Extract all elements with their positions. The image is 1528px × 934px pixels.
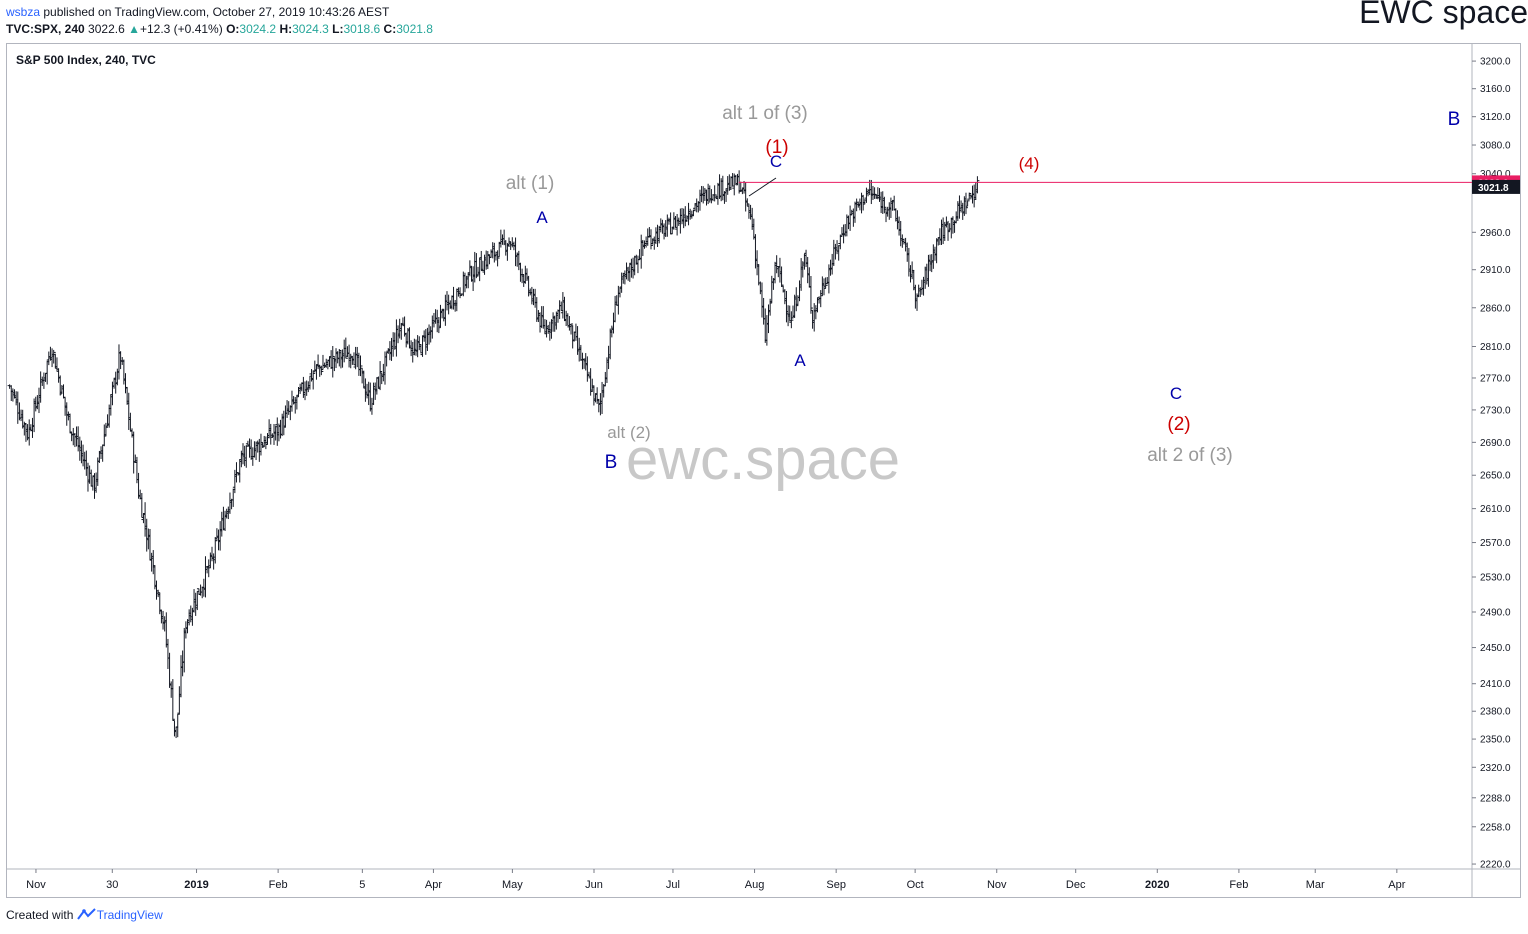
y-tick-label: 2730.0 xyxy=(1480,405,1511,416)
up-arrow-icon: ▲ xyxy=(128,22,140,36)
x-tick-label: 30 xyxy=(106,879,118,891)
price-change: +12.3 (+0.41%) xyxy=(139,22,223,36)
publisher-user-link[interactable]: wsbza xyxy=(6,5,41,19)
x-tick-label: 2020 xyxy=(1145,879,1169,891)
wave-label-blue: C xyxy=(1170,384,1182,403)
y-tick-label: 3080.0 xyxy=(1480,141,1511,152)
wave-label-red: (2) xyxy=(1167,414,1190,435)
wave-label-gray: alt 1 of (3) xyxy=(722,103,808,124)
last-price: 3022.6 xyxy=(88,22,125,36)
wave-label-gray: alt (1) xyxy=(506,173,555,194)
x-tick-label: Aug xyxy=(745,879,765,891)
created-with-text: Created with xyxy=(6,908,74,922)
x-tick-label: Oct xyxy=(907,879,924,891)
x-tick-label: Dec xyxy=(1066,879,1086,891)
wave-connector xyxy=(748,177,777,197)
close-label: C: xyxy=(383,22,397,36)
wave-label-blue: C xyxy=(770,152,782,171)
publish-text: published on TradingView.com, October 27… xyxy=(40,5,390,19)
x-tick-label: Feb xyxy=(269,879,288,891)
x-tick-label: Mar xyxy=(1306,879,1325,891)
publish-info: wsbza published on TradingView.com, Octo… xyxy=(6,5,389,19)
y-tick-label: 2380.0 xyxy=(1480,707,1511,718)
wave-label-red: (4) xyxy=(1019,154,1040,173)
y-tick-label: 3120.0 xyxy=(1480,112,1511,123)
last-price-badge xyxy=(1472,179,1520,194)
brand-title: EWC space xyxy=(1359,0,1528,30)
open-value: 3024.2 xyxy=(239,22,277,36)
y-tick-label: 2320.0 xyxy=(1480,763,1511,774)
y-tick-label: 2258.0 xyxy=(1480,822,1511,833)
wave-label-red: (1) xyxy=(765,137,788,158)
symbol-info: TVC:SPX, 240 3022.6 ▲+12.3 (+0.41%) O:30… xyxy=(6,22,433,36)
symbol: TVC:SPX, 240 xyxy=(6,22,85,36)
y-tick-label: 2288.0 xyxy=(1480,793,1511,804)
wave-label-blue: B xyxy=(1448,109,1461,130)
chart-legend: S&P 500 Index, 240, TVC xyxy=(16,53,156,67)
y-tick-label: 2770.0 xyxy=(1480,373,1511,384)
footer: Created with TradingView xyxy=(6,908,163,922)
x-tick-label: Feb xyxy=(1229,879,1248,891)
open-label: O: xyxy=(226,22,240,36)
y-tick-label: 2530.0 xyxy=(1480,573,1511,584)
wave-label-gray: alt 2 of (3) xyxy=(1147,445,1233,466)
x-tick-label: Apr xyxy=(425,879,442,891)
wave-label-blue: A xyxy=(794,351,806,370)
y-tick-label: 2410.0 xyxy=(1480,679,1511,690)
y-tick-label: 2690.0 xyxy=(1480,438,1511,449)
y-tick-label: 2490.0 xyxy=(1480,607,1511,618)
x-tick-label: Jun xyxy=(585,879,603,891)
tradingview-logo-icon xyxy=(76,908,97,922)
x-tick-label: Nov xyxy=(26,879,46,891)
y-tick-label: 3200.0 xyxy=(1480,57,1511,68)
y-tick-label: 2960.0 xyxy=(1480,228,1511,239)
wave-label-blue: B xyxy=(605,452,618,473)
y-tick-label: 2860.0 xyxy=(1480,303,1511,314)
x-tick-label: Sep xyxy=(826,879,846,891)
low-label: L: xyxy=(332,22,344,36)
tradingview-link[interactable]: TradingView xyxy=(96,908,163,922)
x-tick-label: Nov xyxy=(987,879,1007,891)
y-tick-label: 2450.0 xyxy=(1480,643,1511,654)
low-value: 3018.6 xyxy=(343,22,381,36)
watermark: ewc.space xyxy=(626,427,900,492)
wave-label-blue: A xyxy=(536,208,548,227)
y-tick-label: 2650.0 xyxy=(1480,471,1511,482)
x-tick-label: 2019 xyxy=(184,879,208,891)
y-tick-label: 3040.0 xyxy=(1480,169,1511,180)
chart-pane[interactable] xyxy=(6,43,1521,898)
wave-label-gray: alt (2) xyxy=(607,423,650,442)
close-value: 3021.8 xyxy=(396,22,433,36)
x-tick-label: Jul xyxy=(666,879,680,891)
x-tick-label: 5 xyxy=(359,879,365,891)
y-tick-label: 2910.0 xyxy=(1480,265,1511,276)
y-tick-label: 2810.0 xyxy=(1480,342,1511,353)
y-tick-label: 2220.0 xyxy=(1480,860,1511,871)
high-value: 3024.3 xyxy=(292,22,329,36)
y-tick-label: 2610.0 xyxy=(1480,504,1511,515)
y-tick-label: 3160.0 xyxy=(1480,84,1511,95)
y-tick-label: 2570.0 xyxy=(1480,538,1511,549)
x-tick-label: Apr xyxy=(1388,879,1405,891)
last-price-badge-label: 3021.8 xyxy=(1478,183,1509,194)
high-label: H: xyxy=(279,22,293,36)
y-tick-label: 2350.0 xyxy=(1480,735,1511,746)
x-tick-label: May xyxy=(502,879,523,891)
